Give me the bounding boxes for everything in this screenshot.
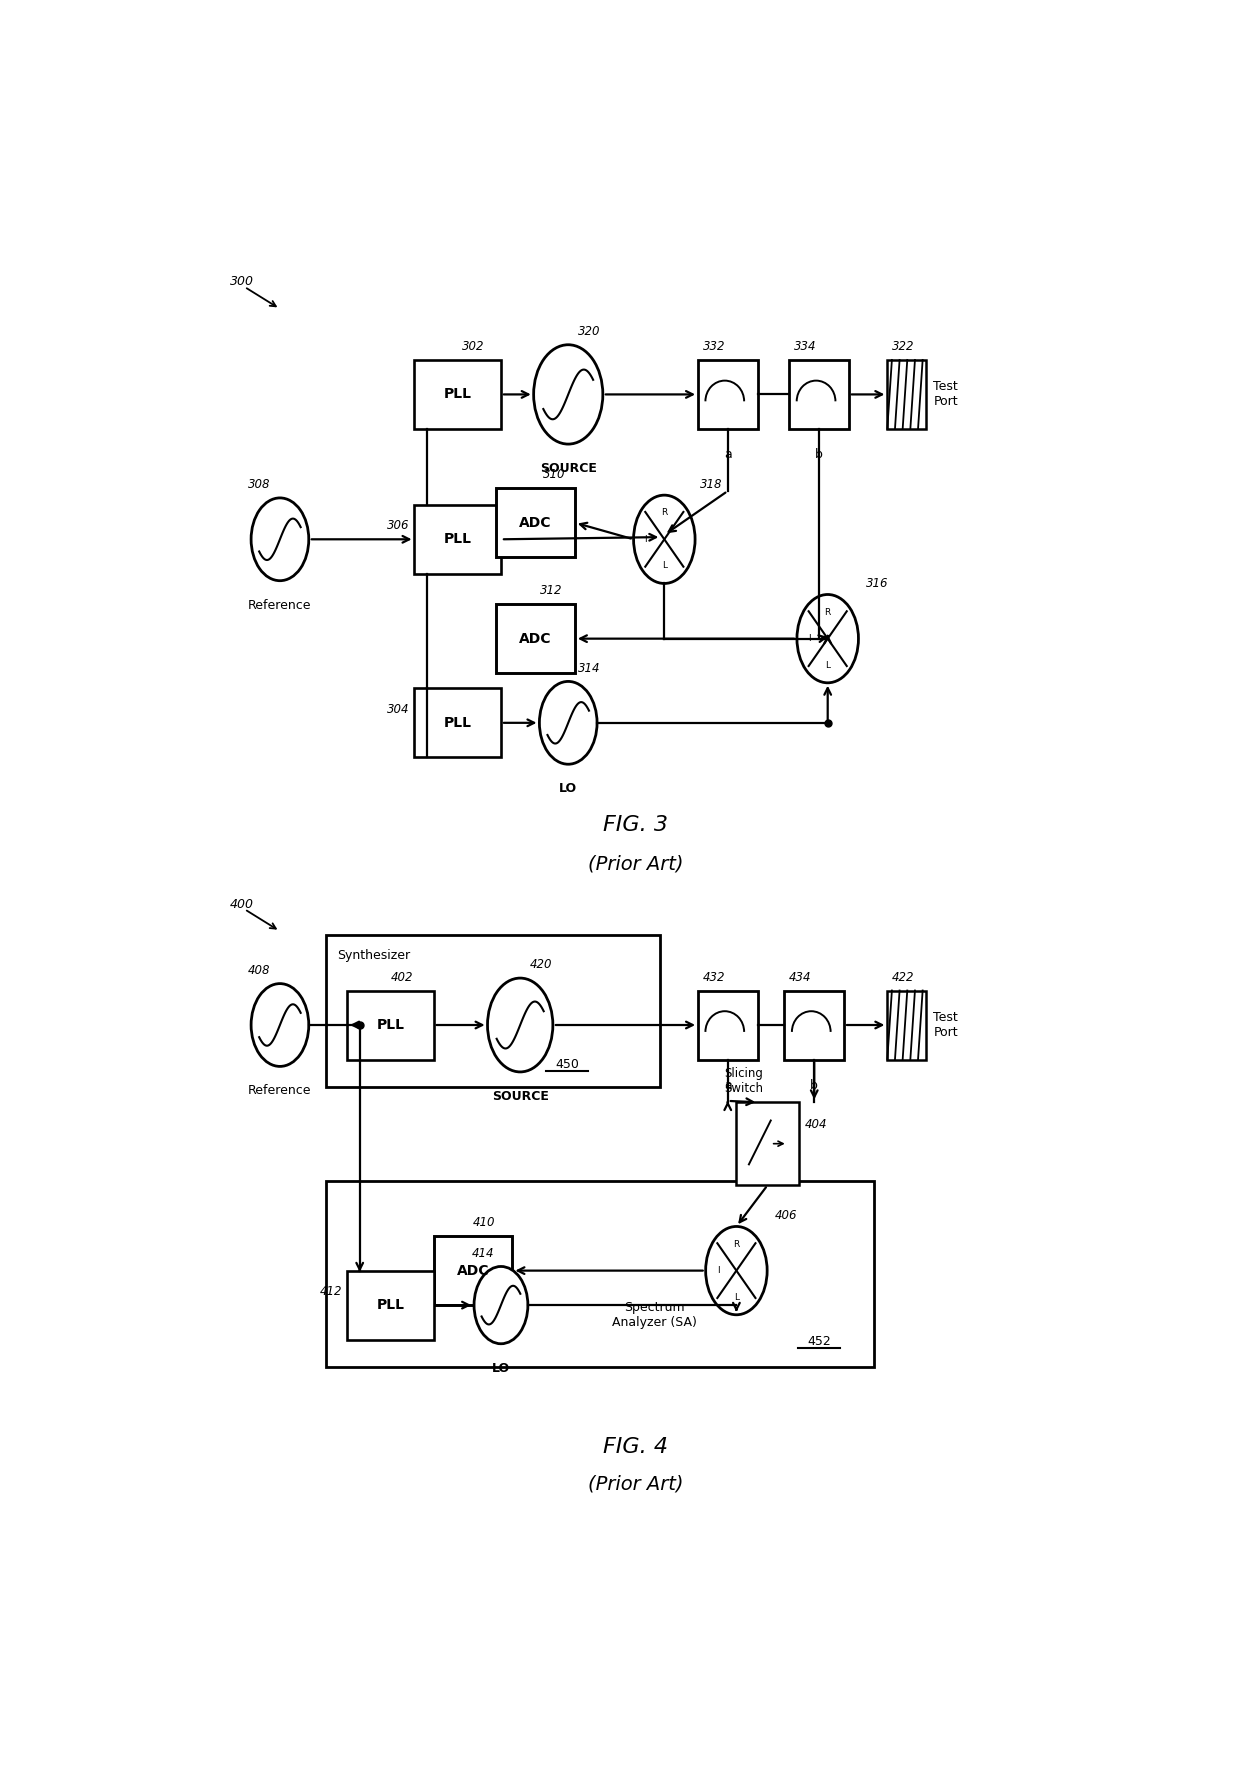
Circle shape [250,498,309,581]
Circle shape [250,984,309,1066]
Text: 304: 304 [387,702,409,717]
Bar [326,935,661,1088]
Text: a: a [724,1079,732,1091]
Bar [737,1102,799,1185]
Bar [888,360,926,428]
Text: Slicing
Switch: Slicing Switch [724,1068,763,1095]
Circle shape [539,681,598,763]
Text: PLL: PLL [444,715,471,729]
Text: a: a [724,448,732,461]
Text: 414: 414 [472,1247,495,1260]
Text: 410: 410 [474,1217,496,1229]
Text: 332: 332 [703,340,725,353]
Text: PLL: PLL [377,1018,404,1032]
Circle shape [634,495,696,584]
Text: I: I [645,534,647,543]
Text: 406: 406 [775,1210,797,1222]
Text: SOURCE: SOURCE [539,462,596,475]
Bar [414,360,501,428]
Text: 312: 312 [539,584,562,597]
Text: PLL: PLL [444,387,471,401]
Circle shape [487,978,553,1072]
Text: 402: 402 [391,971,413,984]
Text: I: I [717,1267,719,1276]
Text: ADC: ADC [520,516,552,530]
Text: PLL: PLL [377,1297,404,1312]
Text: 404: 404 [805,1118,827,1131]
Text: SOURCE: SOURCE [492,1090,548,1102]
Circle shape [706,1226,768,1315]
Text: R: R [825,607,831,616]
Bar [698,991,758,1059]
Text: 302: 302 [463,340,485,353]
Text: 334: 334 [794,340,817,353]
Text: ADC: ADC [520,631,552,645]
Text: 434: 434 [789,971,812,984]
Text: LO: LO [559,781,578,796]
Text: Test
Port: Test Port [934,380,959,409]
Bar [326,1181,874,1367]
Text: 450: 450 [556,1057,579,1070]
Circle shape [533,344,603,444]
Circle shape [474,1267,528,1344]
Text: b: b [810,1079,818,1091]
Text: R: R [661,509,667,518]
Text: 308: 308 [248,478,270,491]
Text: ADC: ADC [456,1263,490,1278]
Text: 314: 314 [578,661,600,674]
Circle shape [797,595,858,683]
Text: b: b [815,448,823,461]
Bar [414,688,501,758]
Text: 322: 322 [892,340,915,353]
Text: L: L [825,661,831,670]
Bar [414,505,501,573]
Text: 310: 310 [543,468,565,482]
Text: FIG. 3: FIG. 3 [603,815,668,835]
Text: 412: 412 [320,1285,342,1297]
Text: L: L [662,561,667,570]
Text: (Prior Art): (Prior Art) [588,1475,683,1495]
Text: 422: 422 [892,971,915,984]
Bar [347,991,434,1059]
Text: 452: 452 [807,1335,831,1348]
Text: 300: 300 [229,274,254,289]
Text: 408: 408 [248,964,270,977]
Text: 306: 306 [387,520,409,532]
Text: Spectrum
Analyzer (SA): Spectrum Analyzer (SA) [613,1301,697,1330]
Text: Test
Port: Test Port [934,1011,959,1039]
Bar [434,1236,512,1305]
Bar [347,1271,434,1340]
Text: 316: 316 [866,577,889,590]
Bar [496,487,575,557]
Text: L: L [734,1292,739,1301]
Bar [888,991,926,1059]
Text: R: R [733,1240,739,1249]
Text: LO: LO [492,1362,510,1374]
Text: I: I [808,634,811,643]
Text: 420: 420 [529,959,552,971]
Text: (Prior Art): (Prior Art) [588,855,683,873]
Text: 400: 400 [229,898,254,912]
Text: 320: 320 [578,324,600,339]
Text: Synthesizer: Synthesizer [337,950,410,962]
Text: PLL: PLL [444,532,471,547]
Bar [789,360,849,428]
Bar [785,991,844,1059]
Text: FIG. 4: FIG. 4 [603,1437,668,1457]
Bar [496,604,575,674]
Text: Reference: Reference [248,1084,311,1097]
Text: Reference: Reference [248,599,311,611]
Text: 318: 318 [699,478,723,491]
Bar [698,360,758,428]
Text: 432: 432 [703,971,725,984]
